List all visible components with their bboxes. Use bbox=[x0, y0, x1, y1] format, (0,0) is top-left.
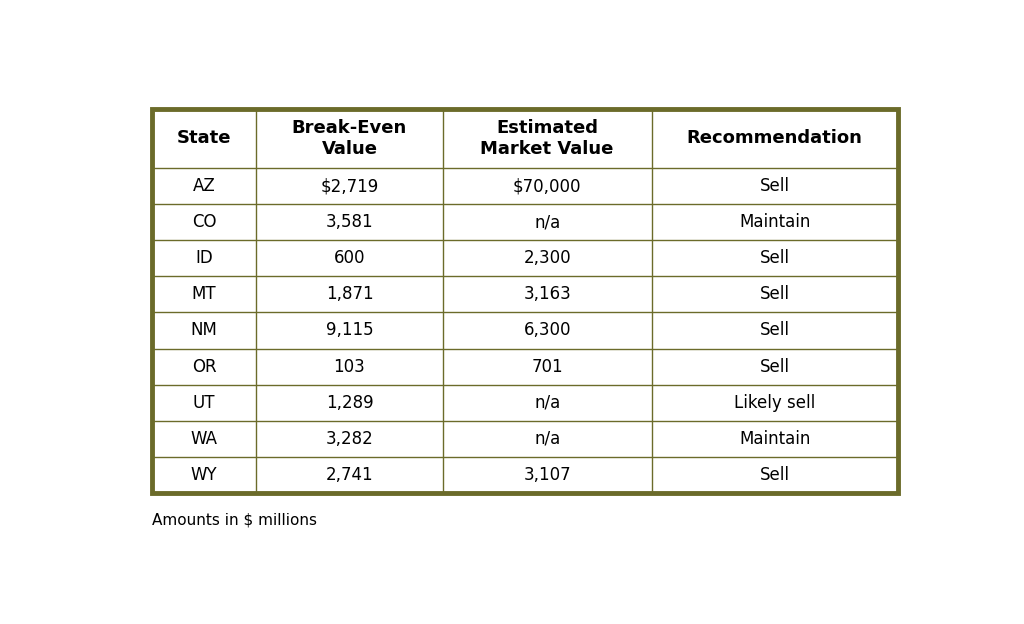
Text: n/a: n/a bbox=[535, 213, 560, 232]
Text: 6,300: 6,300 bbox=[523, 321, 571, 339]
Text: WY: WY bbox=[190, 466, 217, 484]
Text: 3,282: 3,282 bbox=[326, 430, 374, 448]
Text: UT: UT bbox=[193, 394, 215, 412]
Text: 600: 600 bbox=[334, 250, 366, 267]
Text: Sell: Sell bbox=[760, 321, 790, 339]
Text: n/a: n/a bbox=[535, 430, 560, 448]
Text: NM: NM bbox=[190, 321, 217, 339]
Text: 3,581: 3,581 bbox=[326, 213, 374, 232]
Text: 3,107: 3,107 bbox=[523, 466, 571, 484]
Text: AZ: AZ bbox=[193, 177, 215, 195]
Text: MT: MT bbox=[191, 285, 216, 303]
Text: Maintain: Maintain bbox=[739, 430, 810, 448]
Text: State: State bbox=[177, 129, 231, 147]
Text: Sell: Sell bbox=[760, 466, 790, 484]
Text: Recommendation: Recommendation bbox=[687, 129, 862, 147]
Text: Sell: Sell bbox=[760, 177, 790, 195]
Text: 701: 701 bbox=[531, 358, 563, 376]
Text: Likely sell: Likely sell bbox=[734, 394, 815, 412]
Text: n/a: n/a bbox=[535, 394, 560, 412]
Text: OR: OR bbox=[191, 358, 216, 376]
Text: 9,115: 9,115 bbox=[326, 321, 374, 339]
Text: 1,289: 1,289 bbox=[326, 394, 374, 412]
Text: 103: 103 bbox=[334, 358, 366, 376]
Text: $2,719: $2,719 bbox=[321, 177, 379, 195]
Text: Break-Even
Value: Break-Even Value bbox=[292, 119, 408, 158]
Text: 1,871: 1,871 bbox=[326, 285, 374, 303]
Text: 2,300: 2,300 bbox=[523, 250, 571, 267]
Text: Maintain: Maintain bbox=[739, 213, 810, 232]
Text: 2,741: 2,741 bbox=[326, 466, 374, 484]
Text: Amounts in $ millions: Amounts in $ millions bbox=[152, 512, 316, 527]
Text: Estimated
Market Value: Estimated Market Value bbox=[480, 119, 613, 158]
Text: ID: ID bbox=[196, 250, 213, 267]
Text: 3,163: 3,163 bbox=[523, 285, 571, 303]
Bar bbox=[152, 109, 898, 493]
Text: CO: CO bbox=[191, 213, 216, 232]
Text: WA: WA bbox=[190, 430, 217, 448]
Text: Sell: Sell bbox=[760, 358, 790, 376]
Text: Sell: Sell bbox=[760, 285, 790, 303]
Text: $70,000: $70,000 bbox=[513, 177, 582, 195]
Text: Sell: Sell bbox=[760, 250, 790, 267]
